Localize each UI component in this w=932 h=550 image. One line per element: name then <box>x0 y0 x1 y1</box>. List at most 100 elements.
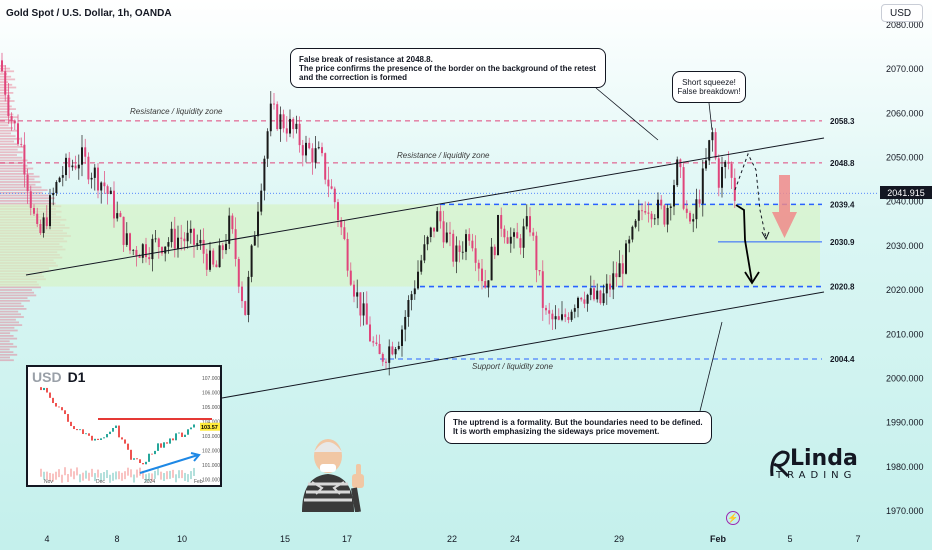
inset-candle <box>151 453 153 455</box>
profile-bar <box>0 70 15 73</box>
candle-body <box>343 227 346 239</box>
level-label-2020.8: 2020.8 <box>830 283 855 292</box>
candle-body <box>461 251 464 253</box>
profile-bar <box>0 189 48 191</box>
candle-body <box>634 220 637 227</box>
candle-body <box>215 264 218 268</box>
candle-body <box>122 216 125 245</box>
candle-body <box>103 182 106 187</box>
candle-body <box>164 246 167 254</box>
candle-body <box>407 300 410 317</box>
candle-body <box>196 243 199 245</box>
candle-body <box>218 245 221 268</box>
chart-title: Gold Spot / U.S. Dollar, 1h, OANDA <box>6 8 172 19</box>
y-tick-2030: 2030.000 <box>886 241 924 251</box>
current-price-tag: 2041.915 <box>880 186 932 199</box>
inset-volume <box>94 473 96 482</box>
inset-volume <box>175 474 177 483</box>
profile-bar <box>0 310 19 313</box>
candle-body <box>250 245 253 277</box>
inset-volume <box>181 470 183 479</box>
candle-body <box>554 316 557 320</box>
candle-body <box>698 199 701 204</box>
y-tick-2020: 2020.000 <box>886 285 924 295</box>
inset-volume <box>178 470 180 479</box>
candle-body <box>237 258 240 287</box>
candle-body <box>679 159 682 168</box>
candle-body <box>20 143 23 145</box>
candle-body <box>525 216 528 227</box>
candle-body <box>202 239 205 254</box>
candle-body <box>327 179 330 187</box>
candle-body <box>449 232 451 234</box>
candle-body <box>276 104 279 130</box>
x-tick-17: 17 <box>342 534 352 544</box>
candle-body <box>29 191 32 208</box>
zone-label: Resistance / liquidity zone <box>130 107 223 116</box>
x-tick-7: 7 <box>855 534 860 544</box>
candle-body <box>324 153 327 180</box>
inset-candle <box>43 387 45 391</box>
inset-candle <box>175 433 177 441</box>
uptrend-callout: The uptrend is a formality. But the boun… <box>444 411 712 444</box>
inset-candle <box>160 443 162 448</box>
candle-body <box>106 186 109 194</box>
inset-volume <box>73 471 75 480</box>
candle-body <box>471 240 474 249</box>
candle-body <box>17 123 19 144</box>
candle-body <box>660 199 663 206</box>
inset-volume <box>154 470 156 479</box>
red-down-arrow <box>772 175 797 238</box>
short-squeeze-callout: Short squeeze! False breakdown! <box>672 71 746 103</box>
candle-body <box>551 313 554 320</box>
lightning-icon[interactable]: ⚡ <box>726 511 740 525</box>
inset-candle <box>187 429 189 435</box>
candle-body <box>586 294 589 304</box>
candle-body <box>109 190 112 194</box>
profile-bar <box>0 156 23 159</box>
false-break-callout: False break of resistance at 2048.8. The… <box>290 48 606 88</box>
inset-volume <box>160 471 162 480</box>
inset-volume <box>157 467 159 476</box>
candle-body <box>474 248 477 263</box>
profile-bar <box>0 194 49 197</box>
candle-body <box>212 250 215 265</box>
candle-body <box>516 232 519 239</box>
inset-candle <box>169 438 171 444</box>
projection-solid <box>735 204 753 283</box>
inset-volume <box>172 469 174 478</box>
candle-body <box>561 314 563 320</box>
candle-body <box>97 167 99 191</box>
inset-candle <box>67 414 69 422</box>
inset-candle <box>58 406 60 408</box>
candle-body <box>337 202 339 221</box>
candle-body <box>356 292 359 297</box>
profile-bar <box>0 73 8 75</box>
inset-candle <box>163 442 165 448</box>
candle-body <box>589 288 592 295</box>
currency-button[interactable]: USD <box>881 4 923 22</box>
candle-body <box>580 297 583 300</box>
candle-body <box>138 256 141 258</box>
candle-body <box>87 156 90 180</box>
inset-candle <box>100 438 102 440</box>
candle-body <box>282 114 285 129</box>
inset-candle <box>112 427 114 432</box>
inset-volume <box>112 472 114 481</box>
profile-bar <box>0 297 28 299</box>
candle-body <box>257 211 259 237</box>
candle-body <box>410 294 413 301</box>
y-tick-1990: 1990.000 <box>886 418 924 428</box>
inset-volume <box>67 474 69 483</box>
candle-body <box>45 217 48 227</box>
candle-body <box>436 211 439 232</box>
candle-body <box>292 118 295 130</box>
uptrend-line-2: It is worth emphasizing the sideways pri… <box>453 427 660 436</box>
inset-candle <box>103 437 105 439</box>
profile-bar <box>0 178 35 181</box>
profile-bar <box>0 329 18 332</box>
candle-body <box>234 229 237 259</box>
profile-bar <box>0 294 37 297</box>
